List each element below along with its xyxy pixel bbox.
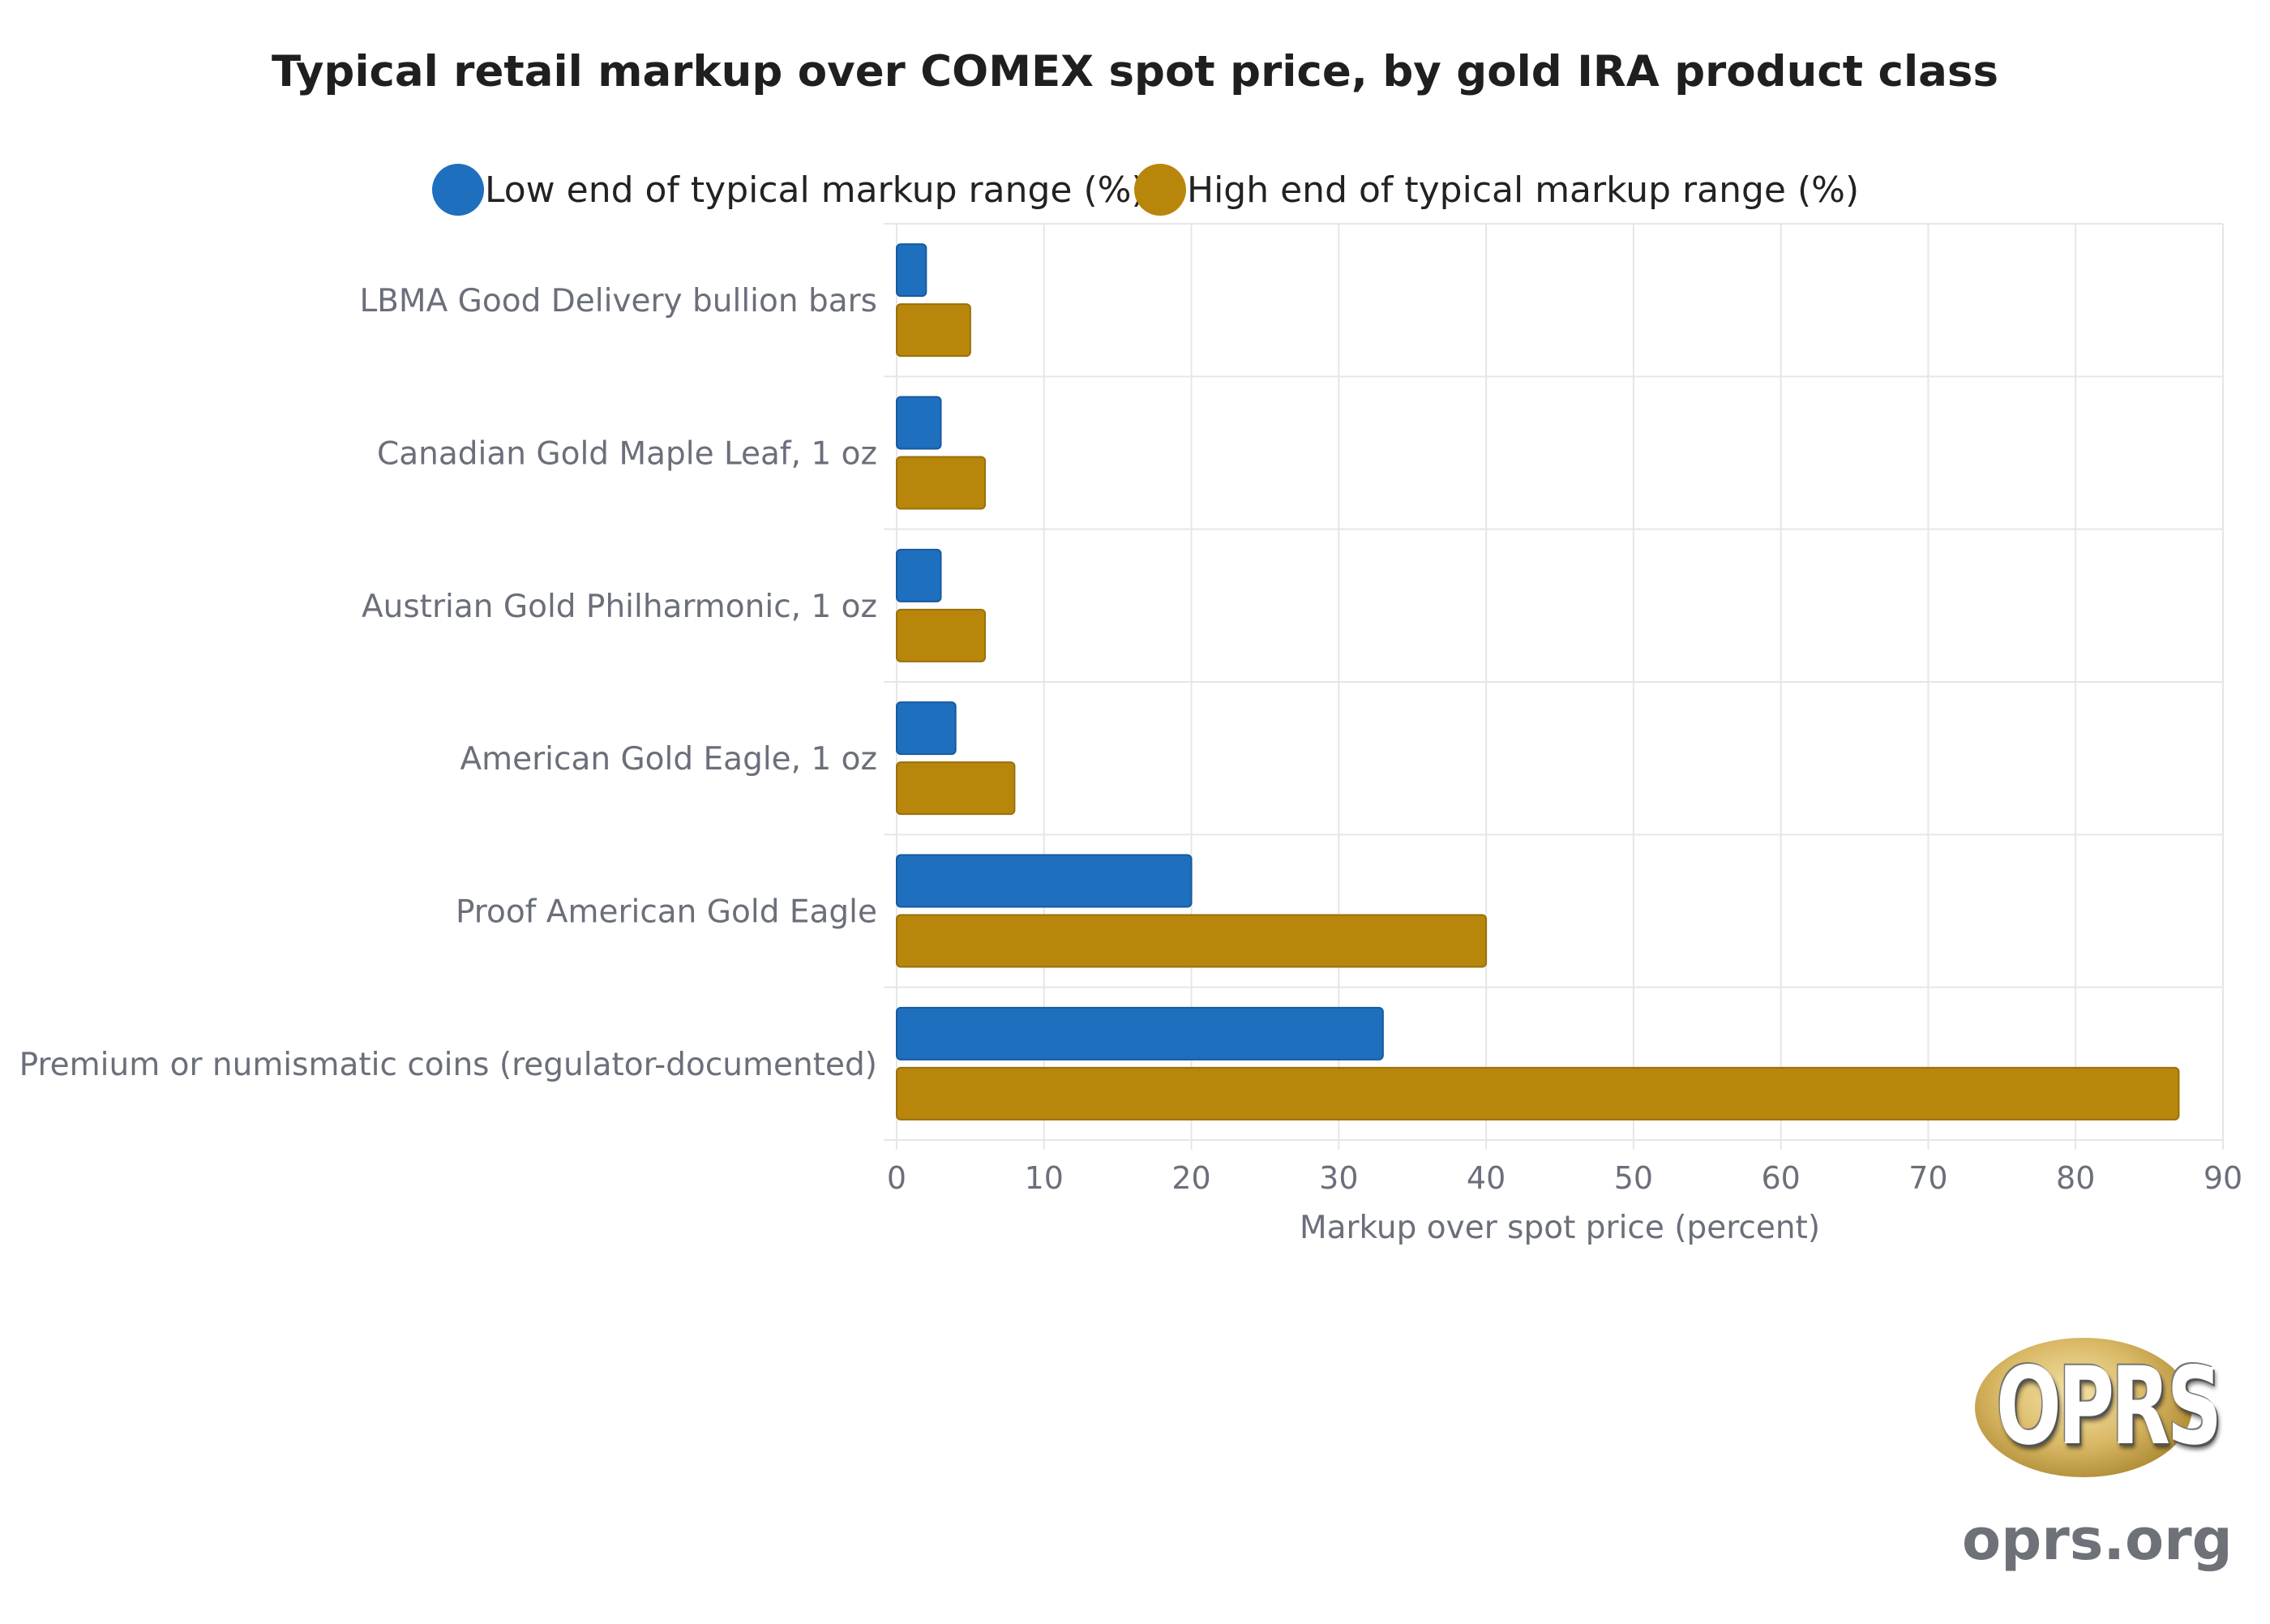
legend-swatch [1134, 164, 1186, 216]
category-label: LBMA Good Delivery bullion bars [359, 283, 877, 319]
x-tick-label: 90 [2204, 1160, 2242, 1196]
site-url: oprs.org [1962, 1506, 2233, 1573]
bar-low[interactable] [896, 396, 942, 450]
x-tick-label: 40 [1467, 1160, 1505, 1196]
legend-label: High end of typical markup range (%) [1187, 169, 1859, 211]
legend: Low end of typical markup range (%) High … [432, 164, 1859, 216]
chart-title: Typical retail markup over COMEX spot pr… [272, 47, 1998, 96]
logo-text: OPRS [1996, 1344, 2222, 1469]
x-tick-label: 0 [887, 1160, 906, 1196]
grid [884, 223, 2224, 1150]
bar-low[interactable] [896, 548, 942, 602]
legend-swatch [432, 164, 484, 216]
bars [896, 243, 2180, 1121]
x-tick-label: 20 [1171, 1160, 1210, 1196]
x-tick-label: 80 [2056, 1160, 2095, 1196]
category-label: Austrian Gold Philharmonic, 1 oz [362, 589, 877, 625]
category-label: American Gold Eagle, 1 oz [460, 741, 877, 778]
bar-low[interactable] [896, 854, 1193, 908]
bar-high[interactable] [896, 1066, 2180, 1121]
x-tick-label: 50 [1614, 1160, 1653, 1196]
oprs-logo: OPRS oprs.org [1962, 1330, 2233, 1597]
bar-high[interactable] [896, 761, 1016, 816]
legend-label: Low end of typical markup range (%) [485, 169, 1146, 211]
category-labels: LBMA Good Delivery bullion bars Canadian … [19, 283, 877, 1083]
x-tick-label: 10 [1025, 1160, 1064, 1196]
category-label: Canadian Gold Maple Leaf, 1 oz [377, 436, 877, 473]
bar-low[interactable] [896, 243, 927, 298]
bar-high[interactable] [896, 303, 971, 358]
bar-low[interactable] [896, 1006, 1384, 1061]
bar-low[interactable] [896, 701, 957, 756]
x-axis-ticks: 0 10 20 30 40 50 60 70 80 90 [887, 1160, 2242, 1196]
category-label: Proof American Gold Eagle [456, 894, 877, 931]
x-axis-title: Markup over spot price (percent) [1300, 1210, 1820, 1246]
bar-high[interactable] [896, 914, 1488, 968]
x-tick-label: 60 [1761, 1160, 1800, 1196]
x-tick-label: 30 [1319, 1160, 1358, 1196]
logo-gold-oval [1975, 1338, 2192, 1477]
bar-high[interactable] [896, 608, 987, 662]
category-label: Premium or numismatic coins (regulator-d… [19, 1047, 877, 1083]
bar-high[interactable] [896, 456, 987, 510]
x-tick-label: 70 [1908, 1160, 1947, 1196]
